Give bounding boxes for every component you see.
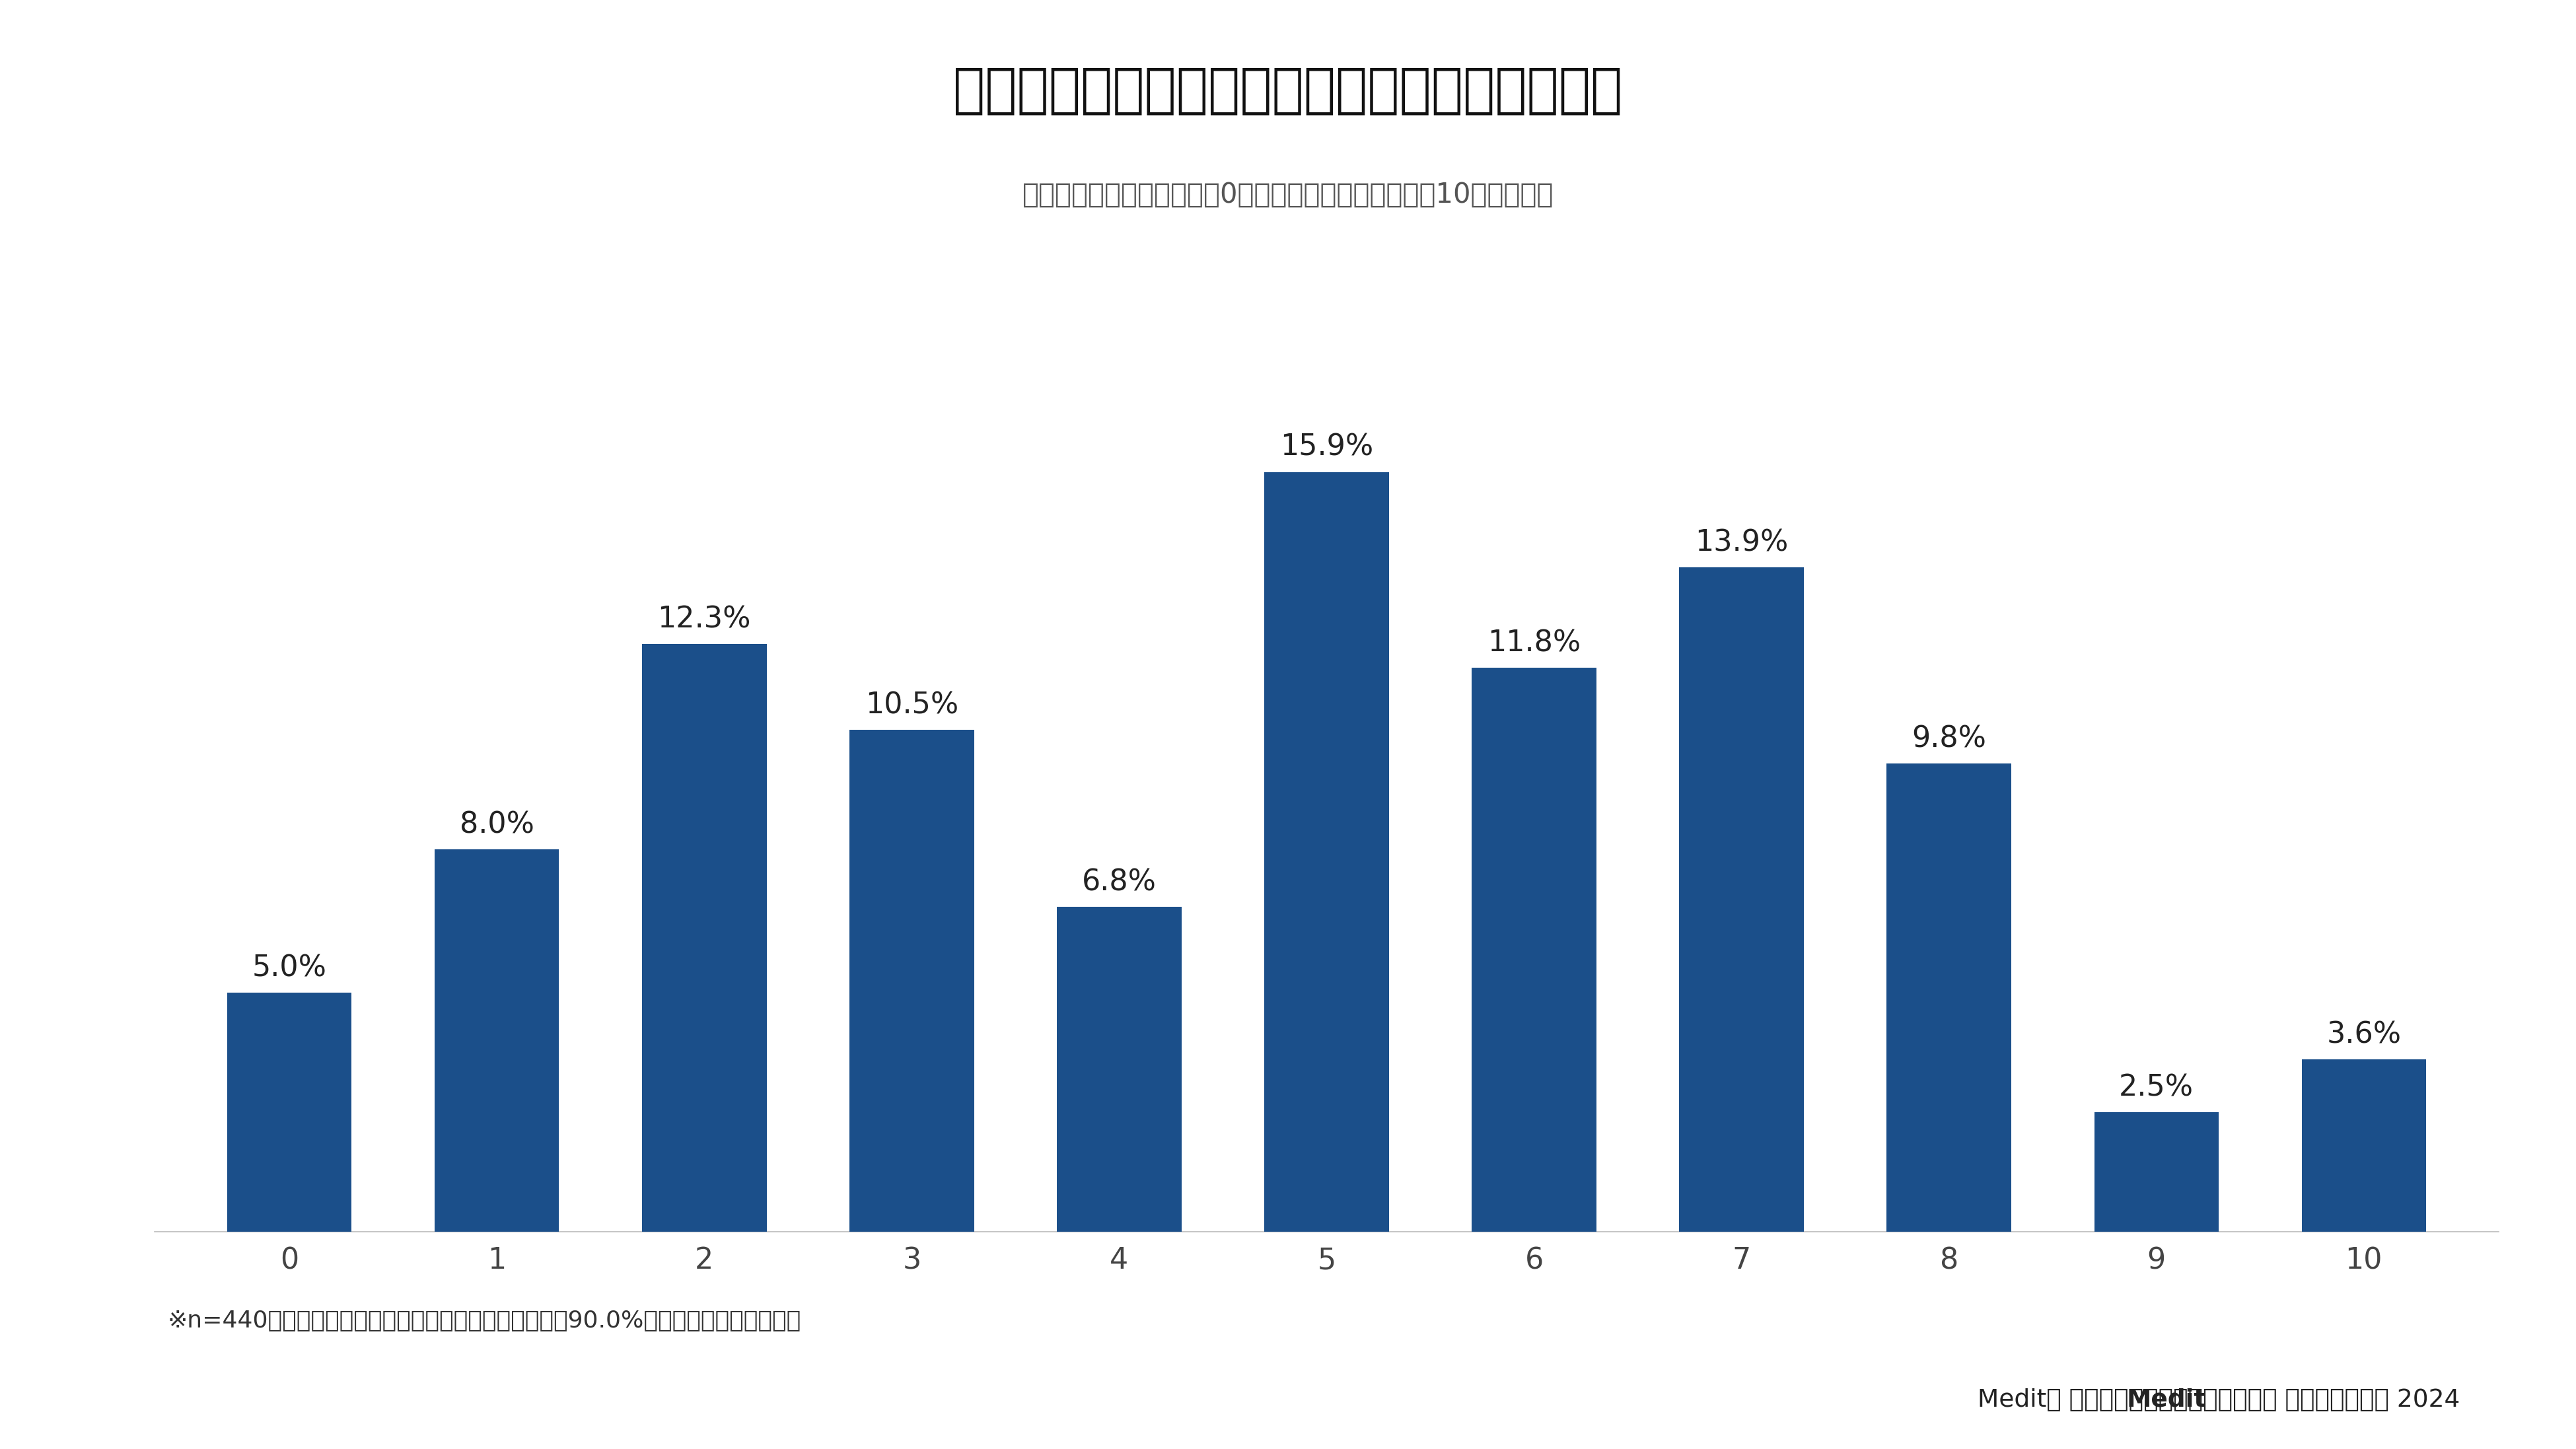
Text: 「まったく支障がない」を0、「とても支障がある」を10とした場合: 「まったく支障がない」を0、「とても支障がある」を10とした場合 (1023, 181, 1553, 209)
Text: 3.6%: 3.6% (2326, 1020, 2401, 1049)
Text: Medit・ ワンストップビジネスセンター による共同調査 2024: Medit・ ワンストップビジネスセンター による共同調査 2024 (1978, 1388, 2460, 1411)
Bar (1886, 764, 2012, 1232)
Text: 15.9%: 15.9% (1280, 433, 1373, 461)
Text: 6.8%: 6.8% (1082, 868, 1157, 897)
Text: 9.8%: 9.8% (1911, 725, 1986, 753)
Text: ※n=440（何らかの不調があると回答した、全体のうち90.0%の回答者を対象に集計）: ※n=440（何らかの不調があると回答した、全体のうち90.0%の回答者を対象に… (167, 1310, 801, 1332)
Bar (1680, 568, 1803, 1232)
Text: 13.9%: 13.9% (1695, 529, 1788, 556)
Bar (641, 643, 768, 1232)
Text: 8.0%: 8.0% (459, 810, 533, 839)
Bar (1265, 472, 1388, 1232)
Bar (435, 849, 559, 1232)
Text: 10.5%: 10.5% (866, 691, 958, 720)
Bar (2300, 1059, 2427, 1232)
Text: 心身の不調による仕事の生産性への支障の程度: 心身の不調による仕事の生産性への支障の程度 (953, 65, 1623, 117)
Text: 11.8%: 11.8% (1486, 629, 1582, 658)
Bar (1056, 907, 1182, 1232)
Text: Medit: Medit (2128, 1388, 2205, 1411)
Bar (227, 993, 353, 1232)
Text: 2.5%: 2.5% (2120, 1074, 2195, 1101)
Bar (850, 730, 974, 1232)
Text: 5.0%: 5.0% (252, 953, 327, 982)
Text: 12.3%: 12.3% (657, 606, 752, 633)
Bar (2094, 1113, 2218, 1232)
Bar (1471, 668, 1597, 1232)
